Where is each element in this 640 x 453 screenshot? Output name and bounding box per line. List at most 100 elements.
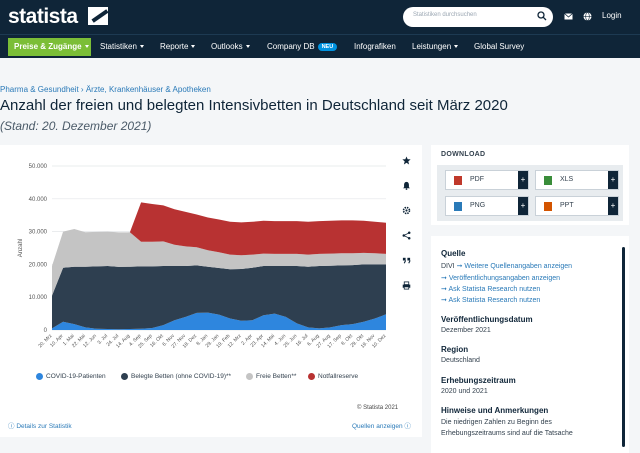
source-heading: Quelle — [441, 249, 466, 258]
y-tick-label: 10.000 — [29, 295, 48, 301]
legend-swatch — [308, 373, 315, 380]
publication-date-value: Dezember 2021 — [441, 327, 491, 334]
nav-prices-button[interactable]: Preise & Zugänge — [8, 38, 91, 56]
more-sources-link[interactable]: Weitere Quellenangaben anzeigen — [464, 263, 573, 270]
legend-item-free[interactable]: Freie Betten** — [246, 373, 296, 380]
period-heading: Erhebungszeitraum — [441, 376, 516, 385]
pdf-file-icon — [454, 176, 462, 185]
nav-item-statistiken[interactable]: Statistiken — [100, 42, 144, 51]
bell-icon — [402, 181, 410, 190]
chart-card: 0 10.000 20.000 30.000 40.000 50.000 Anzahl 20.… — [0, 145, 422, 437]
download-xls-button[interactable]: XLS + — [535, 170, 619, 190]
source-line: DIVI ➞ Weitere Quellenangaben anzeigen — [441, 263, 573, 270]
legend-swatch — [246, 373, 253, 380]
cite-button[interactable] — [396, 251, 416, 269]
legend-swatch — [121, 373, 128, 380]
nav-item-outlooks[interactable]: Outlooks — [211, 42, 250, 51]
nav-item-infografiken[interactable]: Infografiken — [354, 42, 396, 51]
breadcrumb[interactable]: Pharma & Gesundheit › Ärzte, Krankenhäus… — [0, 85, 211, 94]
ppt-file-icon — [544, 202, 552, 211]
nav-item-reporte[interactable]: Reporte — [160, 42, 196, 51]
png-file-icon — [454, 202, 462, 211]
mail-icon[interactable] — [564, 12, 573, 21]
area-series-1 — [52, 264, 386, 330]
main-nav: Preise & Zugänge Statistiken Reporte Out… — [0, 34, 640, 58]
favorite-button[interactable] — [396, 151, 416, 169]
region-value: Deutschland — [441, 357, 480, 364]
legend-item-reserve[interactable]: Notfallreserve — [308, 373, 358, 380]
y-tick-label: 30.000 — [29, 230, 48, 236]
nav-prices-label: Preise & Zugänge — [14, 42, 82, 51]
stacked-area-chart: 010.00020.00030.00040.00050.000Anzahl20.… — [18, 164, 388, 350]
search-input[interactable]: Statistiken durchsuchen — [403, 7, 553, 27]
publication-date-heading: Veröffentlichungsdatum — [441, 315, 533, 324]
legend-item-occupied[interactable]: Belegte Betten (ohne COVID-19)** — [121, 373, 231, 380]
share-icon — [402, 231, 410, 239]
globe-icon[interactable] — [583, 12, 592, 21]
notes-line-2: Erhebungszeitraums sind auf die Tatsache — [441, 430, 573, 437]
plus-icon: + — [608, 171, 618, 189]
page-subtitle: (Stand: 20. Dezember 2021) — [0, 119, 152, 133]
new-badge: NEU — [317, 42, 338, 51]
area-series-3 — [52, 202, 386, 266]
quote-icon — [402, 257, 411, 263]
download-pdf-button[interactable]: PDF + — [445, 170, 529, 190]
notes-line-1: Die niedrigen Zahlen zu Beginn des — [441, 419, 552, 426]
ask-research-link-2[interactable]: ➞ Ask Statista Research nutzen — [441, 297, 541, 304]
y-tick-label: 50.000 — [29, 164, 48, 170]
region-heading: Region — [441, 345, 469, 354]
download-ppt-button[interactable]: PPT + — [535, 196, 619, 216]
arrow-right-icon: ➞ — [441, 286, 447, 293]
sources-link[interactable]: Quellen anzeigen ⓘ — [352, 423, 411, 430]
legend-swatch — [36, 373, 43, 380]
y-tick-label: 0 — [44, 328, 48, 334]
chevron-down-icon — [139, 45, 144, 49]
x-tick-label: 10. Apr — [49, 333, 65, 349]
area-series-2 — [52, 229, 386, 296]
nav-item-leistungen[interactable]: Leistungen — [412, 42, 459, 51]
nav-item-company-db[interactable]: Company DB NEU — [267, 42, 338, 51]
print-icon — [402, 280, 410, 290]
chevron-down-icon — [84, 45, 89, 49]
arrow-right-icon: ➞ — [441, 275, 447, 282]
info-icon: ⓘ — [8, 423, 17, 430]
y-tick-label: 40.000 — [29, 197, 48, 203]
y-tick-label: 20.000 — [29, 262, 48, 268]
x-tick-label: 16. Jul — [295, 333, 310, 348]
arrow-right-icon: ➞ — [456, 263, 463, 270]
publication-info-link[interactable]: ➞ Veröffentlichungsangaben anzeigen — [441, 275, 561, 282]
info-card — [431, 236, 629, 453]
copyright: © Statista 2021 — [357, 405, 399, 411]
page-title: Anzahl der freien und belegten Intensivb… — [0, 97, 508, 114]
details-link[interactable]: ⓘ Details zur Statistik — [8, 423, 72, 430]
plus-icon: + — [518, 197, 528, 215]
y-axis-label: Anzahl — [18, 239, 24, 257]
period-value: 2020 und 2021 — [441, 388, 488, 395]
gear-icon — [402, 206, 410, 214]
print-button[interactable] — [396, 276, 416, 294]
login-link[interactable]: Login — [602, 11, 622, 20]
star-icon — [401, 155, 411, 164]
legend-item-covid[interactable]: COVID-19-Patienten — [36, 373, 106, 380]
statista-logo[interactable]: statista — [8, 5, 78, 28]
search-icon[interactable] — [537, 11, 547, 21]
download-title: DOWNLOAD — [441, 151, 486, 158]
download-png-button[interactable]: PNG + — [445, 196, 529, 216]
info-scrollbar[interactable] — [622, 247, 625, 447]
area-series-0 — [52, 312, 386, 330]
notes-heading: Hinweise und Anmerkungen — [441, 406, 549, 415]
arrow-right-icon: ➞ — [441, 297, 447, 304]
settings-button[interactable] — [396, 201, 416, 219]
ask-research-link[interactable]: ➞ Ask Statista Research nutzen — [441, 286, 541, 293]
info-icon: ⓘ — [402, 423, 411, 430]
download-card: DOWNLOAD PDF + XLS + PNG + PPT + — [431, 145, 629, 225]
notification-button[interactable] — [396, 176, 416, 194]
xls-file-icon — [544, 176, 552, 185]
nav-item-global-survey[interactable]: Global Survey — [474, 42, 525, 51]
chevron-down-icon — [245, 45, 250, 49]
top-bar: statista Statistiken durchsuchen Login — [0, 0, 640, 34]
share-button[interactable] — [396, 226, 416, 244]
chevron-down-icon — [191, 45, 196, 49]
logo-mark-icon[interactable] — [88, 7, 108, 25]
download-buttons: PDF + XLS + PNG + PPT + — [437, 165, 623, 221]
